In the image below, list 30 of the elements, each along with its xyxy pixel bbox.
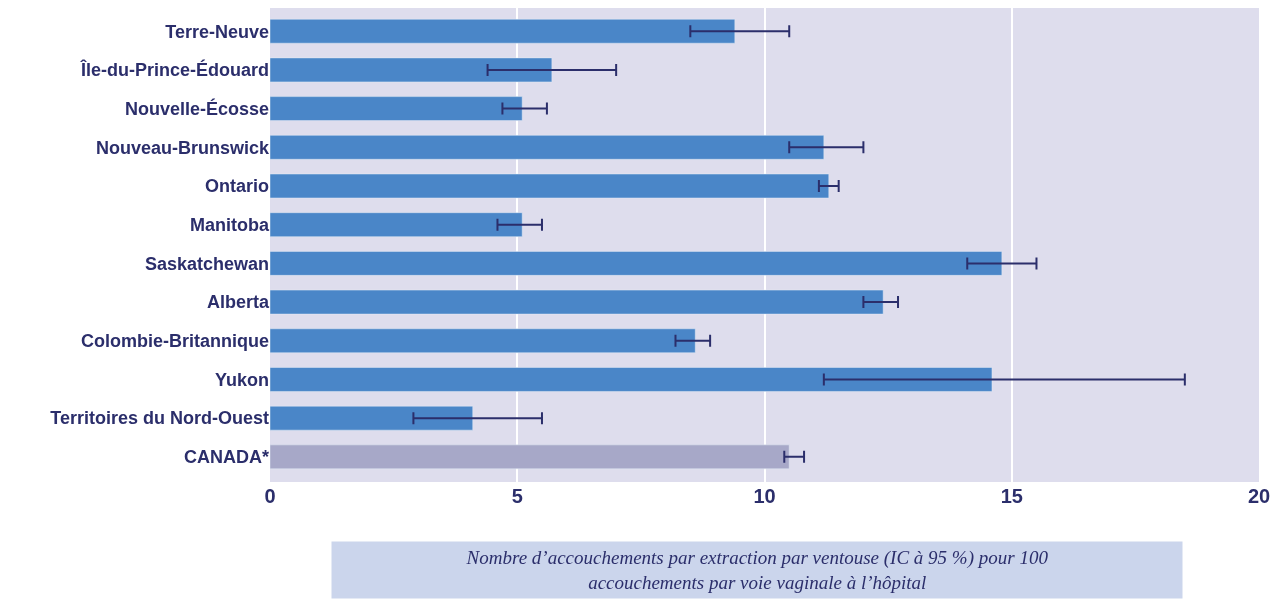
bar (270, 328, 696, 354)
y-tick-label: Manitoba (190, 214, 270, 235)
y-tick-label: Alberta (206, 292, 270, 313)
x-tick-label: 0 (264, 485, 276, 507)
y-tick-label: Colombie-Britannique (81, 331, 269, 352)
x-axis-title: Nombre d’accouchements par extraction par ventouse (IC à 95 %) pour 100 accouchements par voie vaginale à l’hôpital (465, 547, 1049, 593)
bar (270, 251, 1003, 276)
bar (270, 212, 523, 237)
bar (270, 289, 884, 315)
y-tick-label: Île-du-Prince-Édouard (79, 59, 269, 81)
y-tick-label: Nouvelle-Écosse (124, 97, 269, 119)
bar (270, 173, 830, 199)
x-tick-label: 20 (1247, 485, 1271, 507)
bar (270, 367, 993, 392)
y-tick-label: Yukon (214, 369, 269, 390)
x-tick-label: 5 (511, 485, 523, 507)
bar (270, 405, 473, 431)
y-tick-label: Territoires du Nord-Ouest (50, 408, 269, 429)
y-tick-label: Ontario (204, 176, 269, 197)
x-tick-label: 10 (753, 485, 776, 507)
y-tick-label: Terre-Neuve (165, 21, 269, 42)
bar (270, 18, 736, 44)
bar (270, 57, 553, 83)
bar (270, 96, 523, 121)
y-tick-label: Saskatchewan (144, 253, 269, 274)
bar (270, 135, 825, 160)
x-tick-label: 15 (1000, 485, 1023, 507)
bar (270, 444, 790, 470)
y-tick-label: CANADA* (184, 447, 269, 468)
y-tick-label: Nouveau-Brunswick (95, 137, 270, 158)
